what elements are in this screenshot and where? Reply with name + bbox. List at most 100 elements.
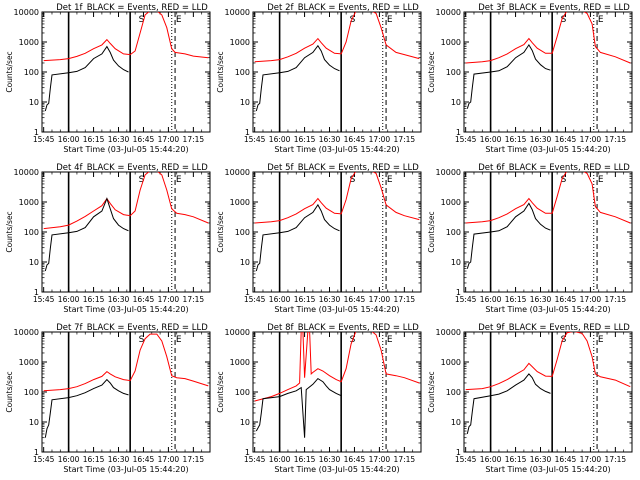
y-tick-label: 1 [245, 448, 250, 457]
y-tick-label: 100 [446, 228, 461, 237]
panel-title: Det 7f_BLACK = Events, RED = LLD [56, 323, 208, 333]
y-tick-label: 1 [245, 128, 250, 137]
x-tick-label: 15:45 [33, 295, 55, 304]
plot-frame [252, 171, 422, 293]
panel-title: Det 6f_BLACK = Events, RED = LLD [478, 163, 630, 173]
x-tick-label: 16:45 [555, 295, 577, 304]
x-tick-label: 16:00 [269, 135, 291, 144]
x-tick-label: 16:45 [344, 295, 366, 304]
x-tick-label: 17:00 [158, 135, 180, 144]
x-tick-label: 15:45 [33, 455, 55, 464]
x-tick-label: 16:30 [108, 455, 130, 464]
end-marker-label: E [387, 335, 393, 345]
events-series-line [44, 378, 129, 438]
x-tick-label: 17:00 [580, 135, 602, 144]
x-tick-label: 17:15 [183, 455, 205, 464]
x-tick-label: 16:15 [294, 135, 316, 144]
y-tick-label: 1000 [441, 198, 461, 207]
y-tick-label: 10 [240, 258, 250, 267]
y-tick-label: 1000 [19, 358, 39, 367]
x-axis-label: Start Time (03-Jul-05 15:44:20) [485, 305, 610, 314]
start-marker-label: S [139, 335, 145, 345]
x-tick-label: 16:00 [480, 135, 502, 144]
panel-title: Det 2f_BLACK = Events, RED = LLD [267, 3, 419, 13]
start-marker-label: S [561, 15, 567, 25]
series-group [254, 172, 420, 272]
y-tick-label: 1 [34, 128, 39, 137]
y-tick-label: 10 [29, 258, 39, 267]
y-tick-label: 10 [451, 98, 461, 107]
panel-9: Det 9f_BLACK = Events, RED = LLD 1 10 100 10… [427, 323, 633, 474]
series-group [254, 332, 420, 438]
y-axis-label: Counts/sec [427, 51, 436, 92]
x-tick-label: 16:00 [58, 455, 80, 464]
x-tick-label: 17:15 [394, 135, 416, 144]
events-series-line [44, 197, 129, 272]
panel-1: Det 1f_BLACK = Events, RED = LLD 1 10 100 10… [5, 3, 211, 154]
x-tick-label: 16:00 [480, 455, 502, 464]
y-axis-label: Counts/sec [216, 371, 225, 412]
panel-3: Det 3f_BLACK = Events, RED = LLD 1 10 100 10… [427, 3, 633, 154]
events-series-line [255, 377, 342, 438]
x-tick-label: 15:45 [455, 295, 477, 304]
y-tick-label: 1 [34, 448, 39, 457]
x-tick-label: 16:00 [269, 455, 291, 464]
y-tick-label: 10000 [436, 168, 461, 177]
x-tick-label: 16:30 [319, 135, 341, 144]
x-tick-label: 16:15 [83, 455, 105, 464]
x-tick-label: 15:45 [455, 455, 477, 464]
y-tick-label: 10000 [14, 168, 39, 177]
y-tick-label: 10000 [14, 328, 39, 337]
x-tick-label: 17:15 [183, 135, 205, 144]
plot-frame [41, 171, 211, 293]
plot-frame [41, 11, 211, 133]
y-axis-label: Counts/sec [5, 211, 14, 252]
x-tick-label: 16:15 [83, 295, 105, 304]
x-axis-label: Start Time (03-Jul-05 15:44:20) [485, 465, 610, 474]
y-tick-label: 1 [456, 288, 461, 297]
x-tick-label: 15:45 [244, 135, 266, 144]
start-marker-label: S [561, 175, 567, 185]
x-axis-label: Start Time (03-Jul-05 15:44:20) [485, 145, 610, 154]
y-tick-label: 1 [456, 128, 461, 137]
x-axis-label: Start Time (03-Jul-05 15:44:20) [63, 305, 188, 314]
x-tick-label: 16:30 [530, 135, 552, 144]
x-tick-label: 16:15 [505, 455, 527, 464]
y-tick-label: 1 [34, 288, 39, 297]
x-tick-label: 17:15 [605, 295, 627, 304]
start-marker-label: S [350, 15, 356, 25]
x-tick-label: 17:15 [605, 455, 627, 464]
lld-series-line [254, 172, 420, 224]
x-tick-label: 16:45 [133, 455, 155, 464]
x-tick-label: 16:45 [133, 135, 155, 144]
events-series-line [255, 44, 340, 112]
panel-title: Det 5f_BLACK = Events, RED = LLD [267, 163, 419, 173]
x-tick-label: 16:30 [530, 295, 552, 304]
lld-series-line [43, 12, 209, 62]
y-tick-label: 1000 [19, 38, 39, 47]
panel-title: Det 3f_BLACK = Events, RED = LLD [478, 3, 630, 13]
y-axis-label: Counts/sec [427, 211, 436, 252]
y-tick-label: 10 [451, 418, 461, 427]
y-tick-label: 100 [446, 388, 461, 397]
panel-title: Det 9f_BLACK = Events, RED = LLD [478, 323, 630, 333]
y-tick-label: 10 [240, 418, 250, 427]
x-tick-label: 16:45 [555, 135, 577, 144]
x-axis-label: Start Time (03-Jul-05 15:44:20) [274, 465, 399, 474]
y-tick-label: 10 [29, 98, 39, 107]
x-tick-label: 16:45 [133, 295, 155, 304]
series-group [465, 332, 631, 435]
start-marker-label: S [139, 15, 145, 25]
y-tick-label: 10000 [225, 8, 250, 17]
events-series-line [466, 202, 551, 269]
x-tick-label: 17:15 [394, 295, 416, 304]
series-group [43, 172, 209, 272]
lld-series-line [43, 333, 209, 392]
lld-series-line [465, 12, 631, 64]
x-tick-label: 16:15 [83, 135, 105, 144]
x-tick-label: 17:00 [158, 455, 180, 464]
x-tick-label: 17:00 [158, 295, 180, 304]
y-tick-label: 1 [245, 288, 250, 297]
y-tick-label: 1000 [230, 38, 250, 47]
